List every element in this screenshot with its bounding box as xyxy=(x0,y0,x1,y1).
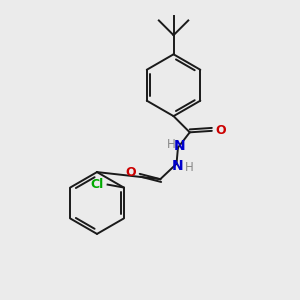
Text: O: O xyxy=(125,166,136,179)
Text: N: N xyxy=(172,159,184,173)
Text: Cl: Cl xyxy=(91,178,104,190)
Text: N: N xyxy=(173,139,185,153)
Text: O: O xyxy=(216,124,226,137)
Text: H: H xyxy=(167,138,176,151)
Text: H: H xyxy=(184,161,193,175)
